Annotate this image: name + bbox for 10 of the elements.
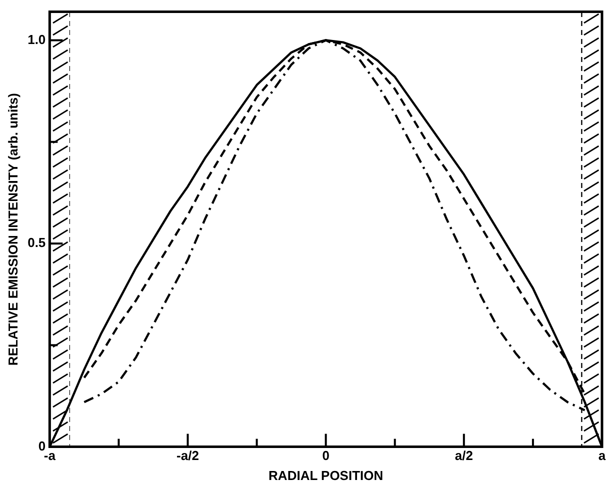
x-tick-label: 0 bbox=[322, 448, 330, 464]
x-tick-label: a bbox=[598, 448, 606, 464]
y-tick-label: 0 bbox=[38, 438, 46, 454]
x-axis-title: RADIAL POSITION bbox=[268, 468, 384, 483]
y-tick-label: 0.5 bbox=[28, 235, 46, 250]
y-axis-title: RELATIVE EMISSION INTENSITY (arb. units) bbox=[5, 93, 20, 366]
x-tick-label: a/2 bbox=[454, 448, 473, 464]
y-tick-label: 1.0 bbox=[28, 32, 46, 47]
x-tick-label: -a/2 bbox=[176, 448, 199, 464]
x-tick-label: -a bbox=[44, 448, 56, 464]
